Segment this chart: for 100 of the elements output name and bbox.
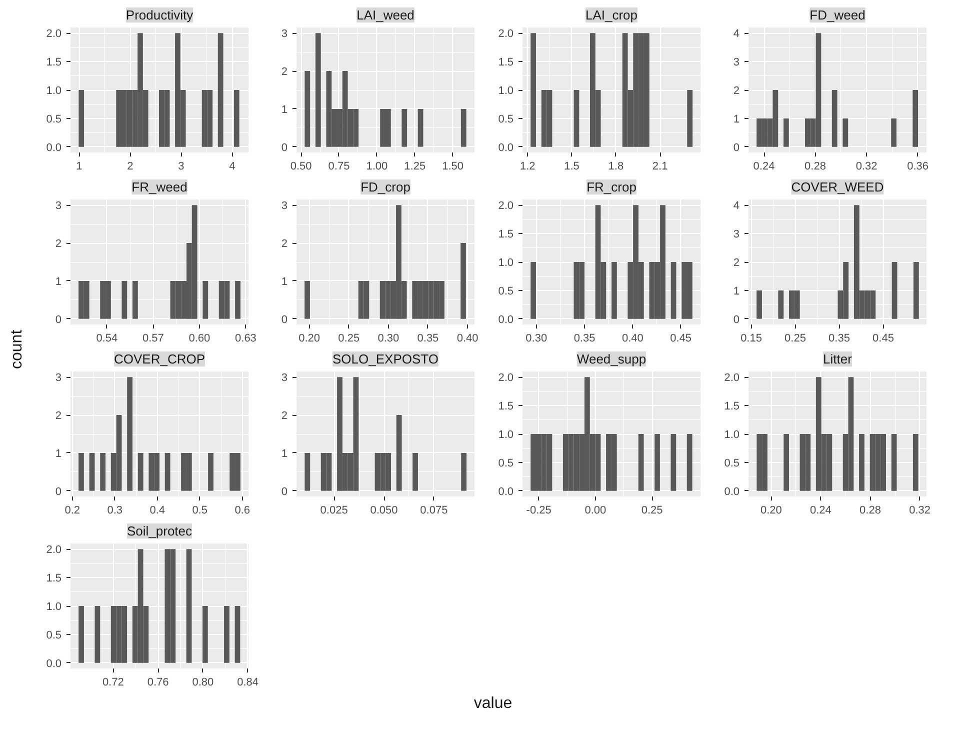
x-tick-label: 0.54	[96, 332, 118, 344]
chart-title: Productivity	[126, 8, 194, 22]
x-tick-label: 0.24	[753, 160, 775, 172]
y-tick-label: 0.5	[46, 629, 62, 642]
x-tick-label: 0.3	[107, 504, 123, 516]
x-tick-label: 0.15	[740, 332, 762, 344]
y-tick-label: 2	[733, 257, 740, 269]
x-tick-label: 1.50	[442, 160, 464, 172]
y-tick-label: 1	[281, 276, 288, 288]
y-tick-label: 0.0	[498, 142, 514, 154]
y-tick-label: 1	[733, 113, 740, 126]
y-tick-label: 0.0	[498, 486, 514, 498]
x-tick-label: 0.76	[147, 676, 169, 688]
x-tick-label: 0.30	[378, 332, 400, 344]
x-tick-label: 1.00	[366, 160, 388, 172]
x-tick-label: 0.050	[370, 504, 398, 516]
chart-title: Litter	[823, 352, 853, 366]
x-tick-label: 1	[76, 160, 82, 172]
x-tick-label: 1.5	[564, 160, 580, 172]
x-tick-label: 0.25	[784, 332, 806, 344]
text: value	[474, 694, 512, 714]
x-tick-label: 0.72	[102, 676, 124, 688]
chart-title: Soil_protec	[126, 524, 193, 538]
y-tick-label: 0	[55, 314, 62, 326]
y-tick-label: 2	[281, 410, 288, 422]
x-tick-label: 0.45	[670, 332, 692, 344]
y-tick-label: 1.0	[46, 85, 62, 97]
y-tick-label: 2.0	[498, 200, 514, 212]
x-tick-label: 0.35	[417, 332, 439, 344]
y-tick-label: 1	[733, 285, 740, 298]
y-tick-label: 1.5	[498, 56, 514, 69]
y-tick-label: 2	[55, 238, 62, 250]
y-tick-label: 0.5	[498, 457, 514, 470]
y-tick-label: 3	[733, 228, 740, 241]
x-tick-label: 0.24	[810, 504, 832, 516]
y-tick-label: 2.0	[46, 544, 62, 556]
x-tick-label: 0.75	[328, 160, 350, 172]
chart-title: COVER_WEED	[791, 180, 884, 194]
chart-title: FR_weed	[132, 180, 188, 194]
x-tick-label: 0.60	[188, 332, 210, 344]
y-tick-label: 1.0	[724, 429, 740, 441]
x-tick-label: 0.28	[804, 160, 826, 172]
y-tick-label: 0.5	[498, 285, 514, 298]
y-tick-label: 3	[733, 56, 740, 69]
x-tick-label: -0.25	[526, 504, 552, 516]
x-tick-label: 0.32	[856, 160, 878, 172]
y-tick-label: 2	[733, 85, 740, 97]
y-tick-label: 0	[281, 314, 288, 326]
chart-title: Weed_supp	[576, 352, 646, 366]
x-tick-label: 0.36	[907, 160, 929, 172]
y-tick-label: 0.0	[724, 486, 740, 498]
x-tick-label: 0.40	[456, 332, 478, 344]
x-tick-label: 0.20	[760, 504, 782, 516]
x-tick-label: 0.28	[860, 504, 881, 516]
y-tick-label: 1.0	[498, 429, 514, 441]
y-tick-label: 1.0	[498, 85, 514, 97]
x-tick-label: 0.57	[142, 332, 164, 344]
y-tick-label: 2.0	[46, 28, 62, 40]
x-tick-label: 0.25	[641, 504, 663, 516]
y-tick-label: 3	[281, 372, 288, 384]
y-tick-label: 4	[733, 28, 740, 40]
y-tick-label: 1	[55, 448, 62, 460]
y-tick-label: 1	[281, 448, 288, 460]
x-tick-label: 0.35	[828, 332, 850, 344]
y-tick-label: 0.5	[724, 457, 740, 470]
x-tick-label: 0.80	[192, 676, 214, 688]
y-tick-label: 0.0	[46, 142, 62, 154]
chart-title: FD_weed	[810, 8, 866, 22]
y-tick-label: 3	[281, 28, 288, 40]
chart-title: FR_crop	[586, 180, 636, 194]
x-tick-label: 1.8	[608, 160, 624, 172]
x-tick-label: 0.40	[622, 332, 644, 344]
x-tick-label: 1.25	[404, 160, 426, 172]
y-tick-label: 1.5	[498, 228, 514, 241]
y-tick-label: 3	[281, 200, 288, 212]
y-tick-label: 0	[281, 486, 288, 498]
y-tick-label: 1.0	[498, 257, 514, 269]
y-tick-label: 1.5	[46, 56, 62, 69]
y-tick-label: 0	[733, 142, 740, 154]
y-tick-label: 1.5	[46, 572, 62, 585]
x-tick-label: 2.1	[652, 160, 668, 172]
y-tick-label: 1	[281, 104, 288, 116]
x-tick-label: 0.4	[150, 504, 166, 516]
y-tick-label: 2.0	[498, 372, 514, 384]
y-tick-label: 0.0	[46, 658, 62, 670]
y-tick-label: 0	[55, 486, 62, 498]
y-tick-label: 3	[55, 200, 62, 212]
y-tick-label: 2	[281, 66, 288, 78]
x-tick-label: 0.30	[526, 332, 548, 344]
x-tick-label: 2	[127, 160, 134, 172]
x-tick-label: 3	[178, 160, 184, 172]
y-tick-label: 1.0	[46, 601, 62, 613]
x-tick-label: 0.45	[872, 332, 894, 344]
y-tick-label: 2.0	[498, 28, 514, 40]
y-tick-label: 1.5	[724, 400, 740, 413]
y-tick-label: 1	[55, 276, 62, 288]
x-tick-label: 0.25	[338, 332, 360, 344]
x-tick-label: 4	[229, 160, 236, 172]
y-tick-label: 0	[281, 142, 288, 154]
x-tick-label: 0.5	[192, 504, 208, 516]
